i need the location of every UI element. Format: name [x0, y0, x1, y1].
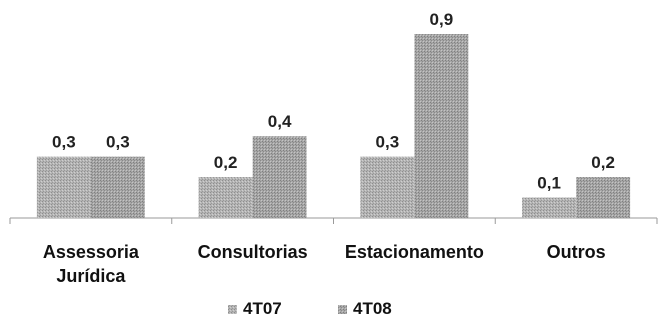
data-label-4t08-0: 0,3 [106, 133, 130, 152]
legend-swatch-4t08 [338, 305, 347, 314]
bar-4t08-1 [252, 136, 307, 218]
bar-4t07-1 [198, 177, 253, 218]
category-label-1-line-0: Consultorias [198, 242, 308, 262]
data-label-4t07-2: 0,3 [376, 133, 400, 152]
bar-4t07-0 [36, 156, 91, 218]
data-label-4t07-0: 0,3 [52, 133, 76, 152]
bar-4t08-0 [90, 156, 145, 218]
data-label-4t08-1: 0,4 [268, 112, 292, 131]
bar-4t07-2 [360, 156, 415, 218]
category-label-3-line-0: Outros [547, 242, 606, 262]
bar-4t08-2 [414, 34, 469, 218]
bar-4t07-3 [522, 197, 577, 218]
data-label-4t07-3: 0,1 [537, 174, 561, 193]
bar-4t08-3 [576, 177, 631, 218]
legend-label-4t08: 4T08 [353, 299, 392, 318]
data-label-4t08-2: 0,9 [430, 10, 454, 29]
category-label-0-line-1: Jurídica [56, 266, 126, 286]
category-label-0-line-0: Assessoria [43, 242, 140, 262]
data-label-4t07-1: 0,2 [214, 153, 238, 172]
legend-label-4t07: 4T07 [243, 299, 282, 318]
data-label-4t08-3: 0,2 [591, 153, 615, 172]
category-label-2-line-0: Estacionamento [345, 242, 484, 262]
legend-swatch-4t07 [228, 305, 237, 314]
